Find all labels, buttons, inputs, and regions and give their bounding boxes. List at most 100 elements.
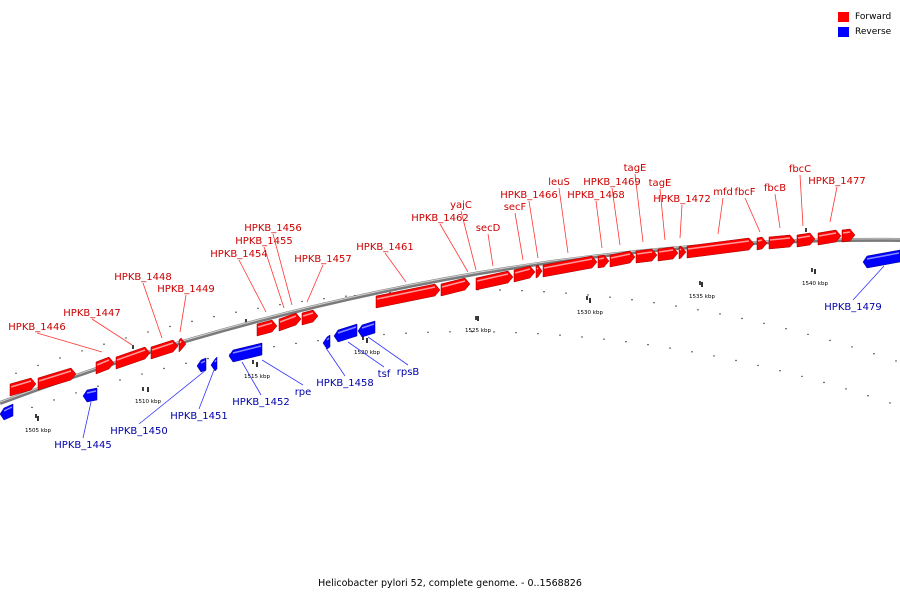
scale-dot-upper (587, 294, 589, 296)
reverse-gene-label-1: HPKB_1450 (110, 426, 167, 437)
scale-dot-lower (669, 347, 671, 349)
forward-gene-shine-9 (376, 286, 436, 300)
scale-dot-lower (559, 334, 561, 336)
forward-leader-1 (91, 318, 133, 346)
forward-gene-label-12: secF (504, 202, 527, 213)
reverse-gene-shine-3 (214, 359, 217, 363)
forward-gene-label-21: fbcF (734, 187, 755, 198)
forward-gene-6 (256, 319, 278, 337)
forward-gene-13 (535, 264, 543, 279)
forward-gene-11 (475, 270, 514, 291)
reverse-gene-1 (82, 387, 98, 403)
forward-gene-shine-22 (769, 237, 791, 241)
scale-dot-lower (273, 345, 275, 348)
forward-gene-shine-8 (302, 312, 314, 317)
scale-dot-upper (147, 331, 149, 333)
forward-gene-label-10: yajC (450, 200, 472, 211)
scale-dot-lower (801, 375, 803, 378)
reverse-gene-5 (322, 334, 331, 350)
scale-dot-upper (81, 350, 83, 352)
scale-label-3: 1520 kbp (354, 350, 380, 356)
forward-gene-shine-21 (757, 239, 763, 242)
reverse-gene-label-6: tsf (378, 369, 391, 380)
forward-gene-shine-14 (543, 258, 593, 269)
forward-leader-0 (36, 332, 103, 353)
legend-item-reverse: Reverse (838, 24, 891, 39)
reverse-gene-label-5: HPKB_1458 (316, 378, 373, 389)
scale-dot-upper (15, 372, 17, 375)
forward-gene-shine-3 (116, 349, 146, 361)
forward-leader-14 (558, 187, 569, 254)
scale-label-2: 1515 kbp (244, 374, 270, 380)
forward-swatch (838, 11, 849, 22)
forward-leader-12 (514, 212, 524, 261)
forward-gene-shine-16 (610, 253, 631, 259)
scale-dot-lower (537, 333, 539, 335)
scale-dot-lower (625, 341, 627, 343)
forward-gene-label-1: HPKB_1447 (63, 308, 120, 319)
scale-dot-lower (449, 331, 451, 333)
scale-dot-upper (741, 317, 743, 320)
scale-dot-upper (257, 307, 259, 309)
legend-item-forward: Forward (838, 9, 891, 24)
forward-leader-5 (263, 246, 285, 309)
scale-dot-lower (97, 385, 99, 387)
map-caption: Helicobacter pylori 52, complete genome.… (318, 578, 582, 589)
scale-dot-upper (785, 328, 787, 330)
scale-dot-lower (691, 351, 693, 353)
forward-leader-19 (679, 204, 683, 239)
forward-gene-label-16: HPKB_1469 (583, 177, 640, 188)
scale-dot-lower (647, 344, 649, 346)
forward-gene-label-23: fbcC (789, 164, 811, 175)
reverse-gene-label-3: HPKB_1452 (232, 397, 289, 408)
scale-label-6: 1535 kbp (689, 294, 715, 300)
reverse-gene-label-4: rpe (295, 387, 312, 398)
scale-dot-lower (471, 331, 473, 333)
scale-dot-lower (581, 336, 583, 338)
scale-dot-upper (323, 297, 325, 300)
scale-dot-upper (235, 311, 237, 313)
forward-gene-shine-7 (279, 315, 297, 323)
reverse-gene-7 (357, 320, 376, 338)
scale-label-5: 1530 kbp (577, 310, 603, 316)
scale-dot-lower (603, 338, 605, 340)
forward-leader-4 (238, 259, 267, 313)
scale-dot-lower (823, 381, 825, 384)
forward-leader-8 (384, 252, 407, 283)
scale-dot-lower (845, 388, 847, 390)
scale-layer: 1505 kbp 1510 kbp 1515 kbp 1520 kbp 1525 kbp… (9, 228, 897, 434)
forward-leader-10 (460, 210, 477, 271)
scale-dot-lower (867, 395, 869, 397)
scale-dot-upper (345, 295, 347, 297)
genome-backbone-highlight (0, 238, 900, 403)
reverse-gene-shine-4 (232, 345, 262, 354)
forward-gene-shine-25 (842, 231, 851, 234)
reverse-gene-label-0: HPKB_1445 (54, 440, 111, 451)
forward-gene-shine-18 (658, 249, 674, 253)
scale-dot-upper (609, 296, 611, 298)
reverse-leader-6 (347, 341, 385, 368)
forward-gene-shine-0 (10, 380, 32, 388)
forward-gene-shine-10 (441, 280, 466, 288)
forward-gene-7 (278, 312, 302, 332)
scale-label-0: 1505 kbp (25, 428, 51, 434)
forward-gene-shine-12 (514, 268, 531, 274)
scale-dot-upper (653, 302, 655, 304)
forward-gene-shine-19 (679, 248, 682, 251)
forward-gene-shine-15 (598, 257, 605, 260)
scale-dot-lower (119, 379, 121, 381)
scale-dot-lower (383, 333, 385, 336)
forward-leader-7 (306, 264, 324, 303)
forward-gene-12 (513, 265, 536, 283)
forward-gene-10 (440, 277, 471, 297)
scale-dot-upper (763, 322, 765, 325)
gene-layer (0, 228, 900, 421)
reverse-leader-2 (198, 369, 215, 410)
scale-dot-upper (829, 339, 831, 342)
forward-leader-17 (634, 173, 644, 243)
forward-leader-3 (179, 294, 187, 333)
genome-backbone (0, 237, 900, 405)
reverse-gene-shine-8 (866, 252, 900, 260)
forward-leader-20 (717, 197, 724, 235)
scale-dot-lower (317, 339, 319, 342)
